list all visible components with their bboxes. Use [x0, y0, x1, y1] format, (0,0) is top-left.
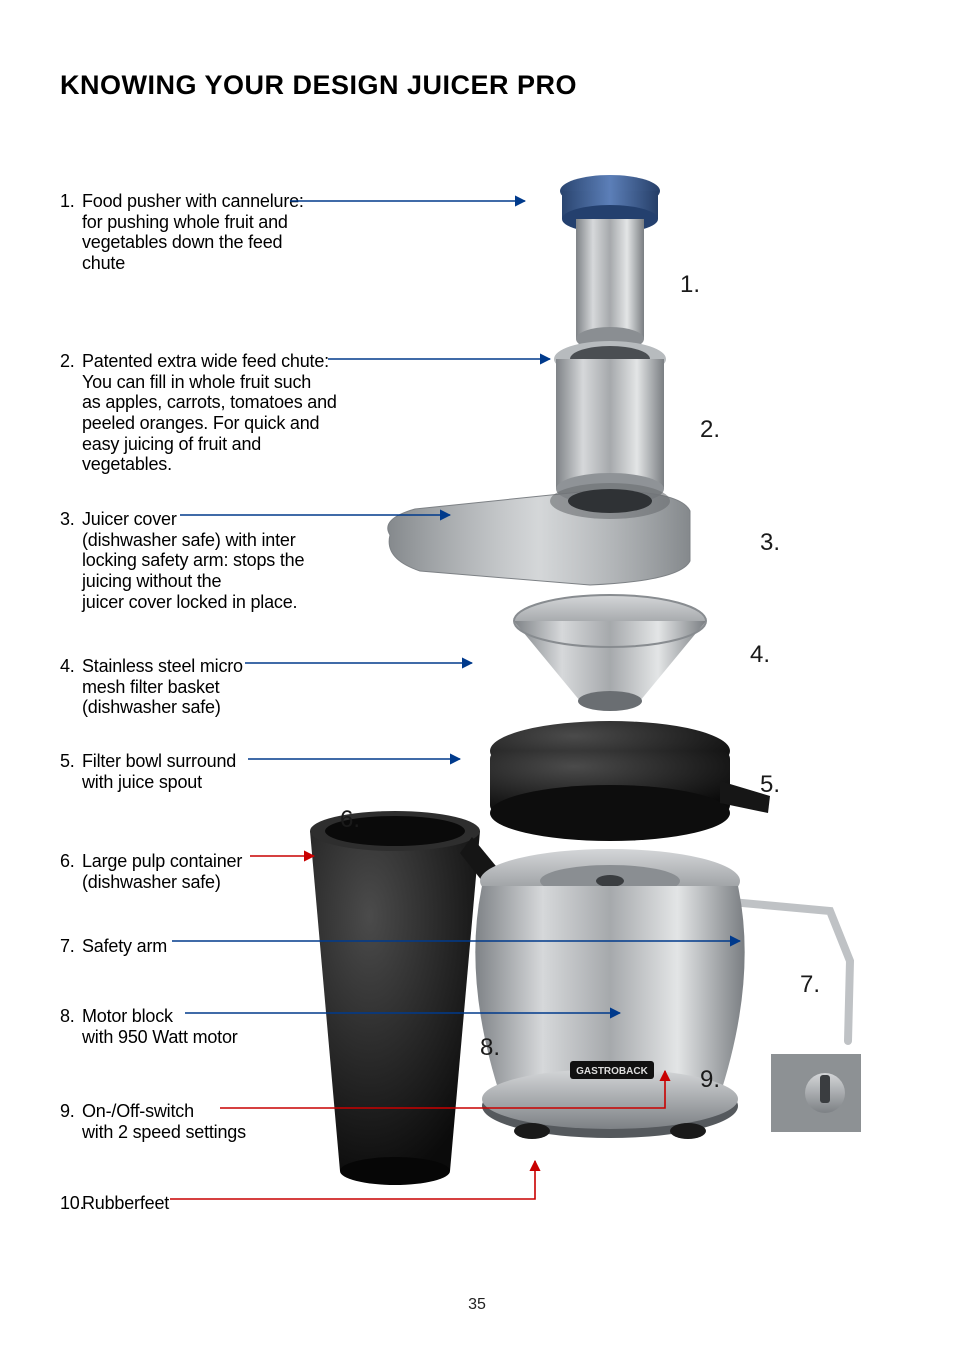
callout-number-1: 1. — [680, 271, 700, 299]
part-label-5: 5.Filter bowl surroundwith juice spout — [60, 751, 270, 792]
manual-page: KNOWING YOUR DESIGN JUICER PRO — [0, 0, 954, 1354]
callout-number-5: 5. — [760, 771, 780, 799]
callout-number-7: 7. — [800, 971, 820, 999]
part-label-9: 9.On-/Off-switchwith 2 speed settings — [60, 1101, 270, 1142]
page-title: KNOWING YOUR DESIGN JUICER PRO — [60, 70, 894, 101]
callout-number-3: 3. — [760, 529, 780, 557]
part-label-7: 7.Safety arm — [60, 936, 270, 957]
callout-number-8: 8. — [480, 1034, 500, 1062]
part-label-6: 6.Large pulp container(dishwasher safe) — [60, 851, 270, 892]
part-label-2: 2.Patented extra wide feed chute:You can… — [60, 351, 350, 475]
callout-number-2: 2. — [700, 416, 720, 444]
diagram-area: GASTROBACK 1.Food pusher with cannelure:… — [60, 141, 894, 1291]
part-label-4: 4.Stainless steel micromesh filter baske… — [60, 656, 270, 718]
callout-number-4: 4. — [750, 641, 770, 669]
part-label-10: 10.Rubberfeet — [60, 1193, 270, 1214]
part-label-3: 3.Juicer cover(dishwasher safe) with int… — [60, 509, 310, 612]
juicer-illustration: GASTROBACK — [250, 141, 870, 1201]
callout-number-6: 6. — [340, 806, 360, 834]
callout-number-9: 9. — [700, 1066, 720, 1094]
brand-badge: GASTROBACK — [576, 1066, 648, 1077]
part-label-8: 8.Motor blockwith 950 Watt motor — [60, 1006, 270, 1047]
page-number: 35 — [0, 1296, 954, 1314]
part-label-1: 1.Food pusher with cannelure:for pushing… — [60, 191, 320, 274]
